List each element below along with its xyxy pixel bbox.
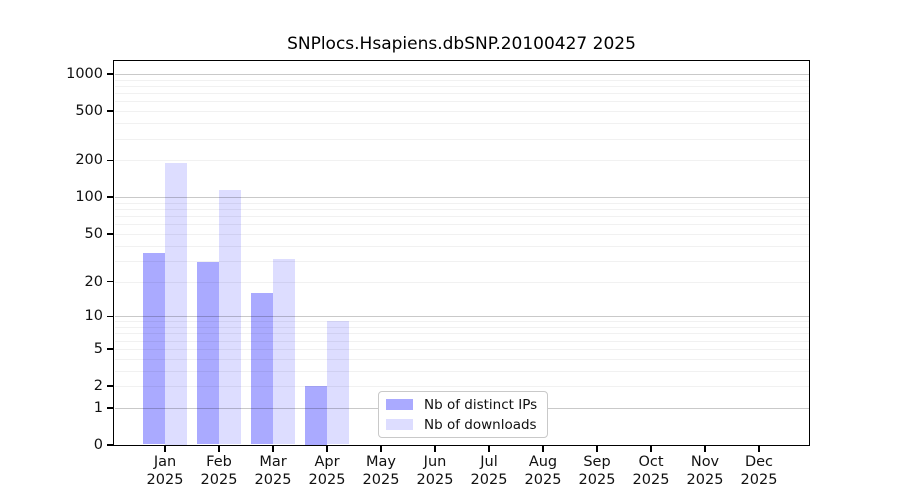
x-tick-mark (488, 446, 490, 452)
y-tick-label: 10 (84, 308, 103, 325)
gridline-30 (114, 260, 809, 262)
x-tick-label-aug: Aug 2025 (524, 454, 562, 488)
x-tick-label-apr: Apr 2025 (308, 454, 346, 488)
gridline-1000 (114, 74, 809, 75)
bar-distinct-ips-jan (143, 252, 165, 445)
x-tick-label-may: May 2025 (362, 454, 400, 488)
x-tick-mark (326, 446, 328, 452)
x-tick-label-jun: Jun 2025 (416, 454, 454, 488)
gridline-70 (114, 216, 809, 218)
x-tick-mark (164, 446, 166, 452)
bar-downloads-jan (165, 163, 187, 445)
legend-label-distinct-ips: Nb of distinct IPs (424, 396, 538, 413)
gridline-50 (114, 233, 809, 235)
y-tick-mark (107, 385, 113, 387)
y-tick-mark (107, 348, 113, 350)
x-tick-mark (596, 446, 598, 452)
x-tick-label-jan: Jan 2025 (146, 454, 184, 488)
y-tick-label: 500 (75, 103, 103, 120)
y-tick-mark (107, 315, 113, 317)
gridline-800 (114, 86, 809, 87)
gridline-90 (114, 202, 809, 204)
gridline-7 (114, 333, 809, 335)
gridline-60 (114, 224, 809, 226)
legend-swatch-downloads-icon (386, 419, 413, 430)
legend-item-downloads: Nb of downloads (386, 418, 537, 432)
gridline-6 (114, 340, 809, 342)
y-tick-label: 20 (84, 273, 103, 290)
gridline-700 (114, 93, 809, 95)
y-tick-mark (107, 444, 113, 446)
gridline-600 (114, 101, 809, 103)
gridline-100 (114, 197, 809, 199)
gridline-5 (114, 348, 809, 350)
y-tick-label: 1 (93, 399, 103, 416)
x-tick-label-feb: Feb 2025 (200, 454, 238, 488)
x-tick-mark (380, 446, 382, 452)
chart-title: SNPlocs.Hsapiens.dbSNP.20100427 2025 (287, 34, 636, 54)
legend-label-downloads: Nb of downloads (424, 416, 537, 433)
x-tick-label-nov: Nov 2025 (686, 454, 724, 488)
x-tick-mark (272, 446, 274, 452)
x-tick-mark (434, 446, 436, 452)
gridline-9 (114, 321, 809, 323)
x-tick-mark (758, 446, 760, 452)
gridline-300 (114, 138, 809, 140)
x-tick-label-jul: Jul 2025 (470, 454, 508, 488)
gridline-900 (114, 79, 809, 81)
gridline-40 (114, 245, 809, 247)
y-tick-label: 2 (93, 378, 103, 394)
y-tick-mark (107, 73, 113, 75)
x-tick-label-dec: Dec 2025 (740, 454, 778, 488)
y-tick-mark (107, 280, 113, 283)
x-tick-label-sep: Sep 2025 (578, 454, 616, 488)
gridline-4 (114, 358, 809, 360)
gridline-200 (114, 160, 809, 162)
gridline-3 (114, 370, 809, 372)
legend-item-distinct-ips: Nb of distinct IPs (386, 398, 537, 412)
bar-distinct-ips-feb (197, 262, 219, 445)
y-tick-label: 0 (93, 437, 103, 453)
gridline-8 (114, 327, 809, 328)
gridline-10 (114, 316, 809, 318)
legend: Nb of distinct IPs Nb of downloads (378, 391, 549, 438)
gridline-2 (114, 386, 809, 387)
y-tick-label: 1000 (66, 66, 103, 82)
gridline-20 (114, 281, 809, 283)
bar-downloads-mar (273, 258, 295, 445)
x-tick-mark (704, 446, 706, 452)
x-tick-mark (218, 446, 220, 452)
y-tick-mark (107, 233, 113, 235)
y-tick-label: 200 (75, 152, 103, 169)
x-tick-mark (542, 446, 544, 452)
x-tick-label-mar: Mar 2025 (254, 454, 292, 488)
y-tick-mark (107, 407, 113, 409)
gridline-500 (114, 111, 809, 113)
y-tick-mark (107, 159, 113, 161)
y-tick-mark (107, 110, 113, 112)
y-tick-label: 50 (84, 225, 103, 242)
gridline-80 (114, 209, 809, 210)
x-tick-mark (650, 446, 652, 452)
bar-distinct-ips-mar (251, 292, 273, 445)
y-tick-label: 100 (75, 189, 103, 206)
bar-distinct-ips-apr (305, 386, 327, 445)
bar-downloads-apr (327, 321, 349, 445)
x-tick-label-oct: Oct 2025 (632, 454, 670, 488)
y-tick-label: 5 (93, 340, 103, 357)
legend-swatch-distinct-ips-icon (386, 399, 413, 410)
y-tick-mark (107, 196, 113, 198)
gridline-400 (114, 123, 809, 125)
bar-downloads-feb (219, 189, 241, 445)
